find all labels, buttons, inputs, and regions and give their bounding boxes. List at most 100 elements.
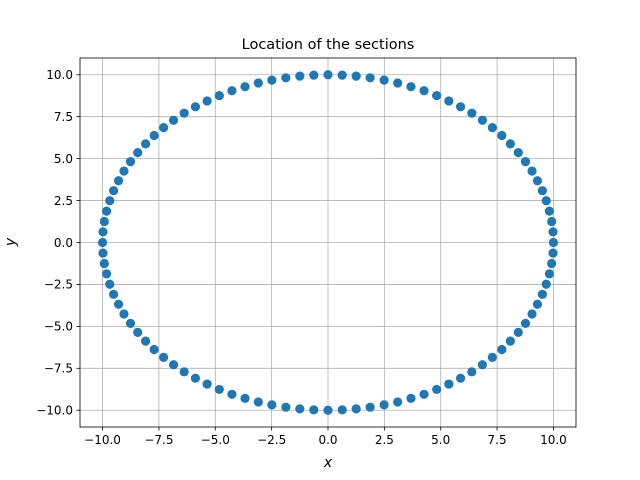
x-tick-label: 0.0 bbox=[318, 433, 337, 447]
data-point bbox=[253, 397, 263, 407]
data-point bbox=[444, 379, 454, 389]
data-point bbox=[99, 258, 109, 269]
y-tick-label: 2.5 bbox=[54, 194, 73, 208]
data-point bbox=[108, 289, 119, 299]
data-point bbox=[541, 196, 551, 206]
data-point bbox=[119, 166, 129, 176]
data-point bbox=[98, 227, 108, 237]
data-point bbox=[520, 318, 531, 328]
data-point bbox=[541, 279, 551, 289]
data-point bbox=[497, 130, 507, 141]
y-tick-label: −7.5 bbox=[44, 362, 73, 376]
data-point bbox=[295, 404, 305, 414]
data-point bbox=[505, 336, 515, 346]
y-axis-label: y bbox=[3, 237, 19, 247]
x-axis-label: x bbox=[323, 455, 333, 471]
data-point bbox=[487, 123, 497, 133]
x-tick-label: −7.5 bbox=[144, 433, 173, 447]
data-point bbox=[105, 279, 115, 289]
data-point bbox=[337, 70, 347, 80]
data-point bbox=[102, 206, 112, 216]
data-point bbox=[295, 71, 305, 81]
data-point bbox=[379, 75, 389, 85]
data-point bbox=[547, 216, 557, 227]
x-tick-label: −10.0 bbox=[84, 433, 121, 447]
data-point bbox=[513, 147, 523, 158]
data-point bbox=[179, 108, 189, 118]
data-point bbox=[253, 78, 263, 88]
data-point bbox=[309, 405, 319, 415]
data-point bbox=[351, 404, 361, 414]
grid-lines bbox=[80, 58, 576, 427]
data-point bbox=[240, 393, 250, 403]
data-point bbox=[406, 393, 416, 403]
data-point bbox=[149, 130, 159, 141]
data-point bbox=[537, 289, 548, 299]
data-point bbox=[119, 309, 129, 319]
data-point bbox=[281, 402, 291, 412]
data-point bbox=[309, 70, 319, 80]
y-tick-label: −2.5 bbox=[44, 278, 73, 292]
data-point bbox=[133, 147, 143, 158]
chart-title: Location of the sections bbox=[242, 37, 415, 53]
data-point bbox=[159, 352, 169, 362]
data-point bbox=[527, 309, 537, 319]
x-tick-label: 10.0 bbox=[540, 433, 567, 447]
data-point bbox=[323, 70, 333, 80]
data-point bbox=[467, 367, 477, 377]
data-point bbox=[97, 237, 108, 248]
y-tick-label: −10.0 bbox=[36, 404, 73, 418]
data-point bbox=[406, 82, 416, 92]
data-point bbox=[281, 73, 291, 83]
data-point bbox=[105, 196, 115, 206]
y-tick-label: 5.0 bbox=[54, 152, 73, 166]
data-point bbox=[323, 405, 333, 415]
data-point bbox=[337, 405, 347, 415]
data-point bbox=[527, 166, 537, 176]
data-point bbox=[113, 299, 124, 309]
data-point bbox=[202, 96, 212, 106]
data-point bbox=[513, 327, 523, 338]
x-axis-ticks: −10.0 −7.5 −5.0 −2.5 0.0 2.5 5.0 7.5 10.0 bbox=[84, 427, 567, 447]
data-point bbox=[98, 248, 108, 258]
data-point bbox=[532, 176, 543, 186]
data-point bbox=[520, 157, 531, 167]
data-point bbox=[544, 206, 554, 216]
data-point bbox=[487, 352, 497, 362]
data-point bbox=[168, 360, 179, 370]
data-point bbox=[497, 344, 507, 355]
data-point bbox=[190, 373, 201, 383]
data-point bbox=[240, 82, 250, 92]
data-point bbox=[393, 78, 403, 88]
data-point bbox=[214, 384, 224, 395]
data-point bbox=[537, 186, 548, 196]
x-tick-label: −5.0 bbox=[201, 433, 230, 447]
data-point bbox=[102, 269, 112, 279]
y-axis-ticks: 10.0 7.5 5.0 2.5 0.0 −2.5 −5.0 −7.5 −10.0 bbox=[36, 68, 80, 418]
data-point bbox=[267, 400, 277, 410]
x-tick-label: 7.5 bbox=[488, 433, 507, 447]
data-point bbox=[455, 373, 466, 383]
data-point bbox=[149, 344, 159, 355]
data-point bbox=[227, 86, 237, 96]
data-point bbox=[168, 115, 179, 125]
data-point bbox=[379, 400, 389, 410]
data-point bbox=[547, 258, 557, 269]
data-point bbox=[444, 96, 454, 106]
data-point bbox=[477, 115, 488, 125]
data-point bbox=[214, 90, 224, 101]
data-point bbox=[548, 237, 559, 248]
y-tick-label: 10.0 bbox=[46, 68, 73, 82]
data-point bbox=[141, 336, 151, 346]
y-tick-label: −5.0 bbox=[44, 320, 73, 334]
data-point bbox=[365, 402, 375, 412]
data-point bbox=[179, 367, 189, 377]
data-point bbox=[467, 108, 477, 118]
data-point bbox=[125, 318, 136, 328]
data-point bbox=[108, 186, 119, 196]
data-point bbox=[505, 139, 515, 149]
data-point bbox=[141, 139, 151, 149]
data-point bbox=[190, 102, 201, 112]
data-point bbox=[548, 248, 558, 258]
